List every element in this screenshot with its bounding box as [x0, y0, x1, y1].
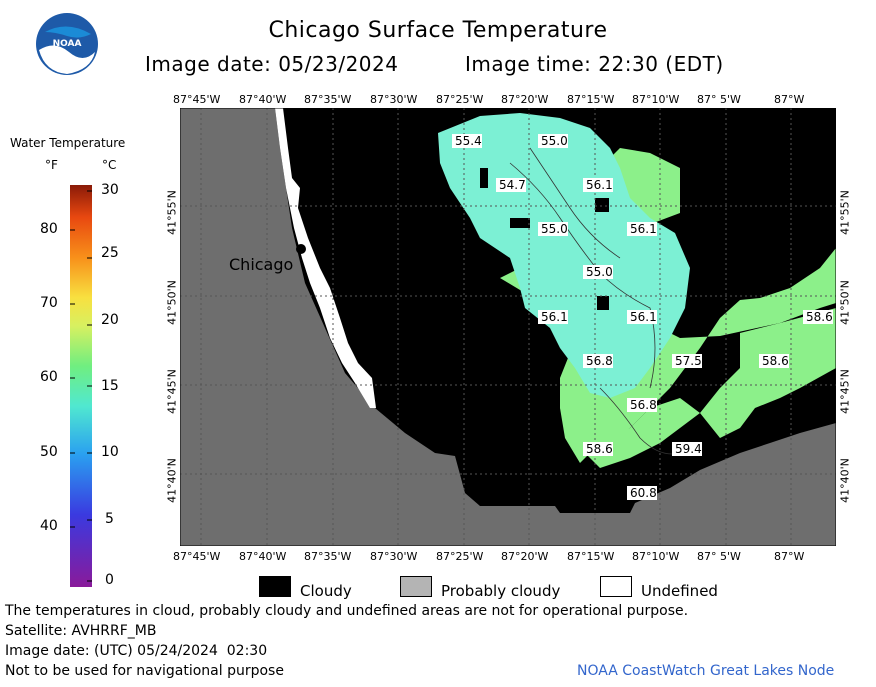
temp-label: 55.4: [455, 134, 482, 148]
lon-top-label: 87°30'W: [370, 93, 418, 106]
temp-label: 60.8: [630, 486, 657, 500]
c-tick-0: 0: [105, 572, 114, 588]
utc-date: Image date: (UTC) 05/24/2024 02:30: [5, 643, 268, 659]
c-tick-10: 10: [101, 444, 119, 460]
lon-top-label: 87° 5'W: [697, 93, 741, 106]
lon-top-label: 87°W: [774, 93, 805, 106]
logo-text: NOAA: [53, 39, 82, 49]
lat-right-label: 41°55'N: [838, 190, 852, 235]
f-tick-80: 80: [40, 221, 58, 237]
lat-left-label: 41°45'N: [165, 369, 179, 414]
lon-top-label: 87°20'W: [501, 93, 549, 106]
undefined-strip: [275, 108, 376, 408]
graticule: [180, 108, 836, 546]
lon-bottom-label: 87°W: [774, 550, 805, 563]
lon-top-label: 87°10'W: [632, 93, 680, 106]
f-tick-50: 50: [40, 444, 58, 460]
lat-left-label: 41°40'N: [165, 458, 179, 503]
lon-top-label: 87°15'W: [567, 93, 615, 106]
lon-bottom-label: 87°30'W: [370, 550, 418, 563]
lon-top-label: 87°40'W: [239, 93, 287, 106]
c-tick-5: 5: [105, 511, 114, 527]
lon-top-label: 87°45'W: [173, 93, 221, 106]
temp-label: 58.6: [806, 310, 833, 324]
temp-label: 56.8: [586, 354, 613, 368]
color-scale-bar: [70, 185, 92, 587]
warm-water: [500, 148, 836, 463]
f-tick-70: 70: [40, 295, 58, 311]
temp-label: 56.1: [541, 310, 568, 324]
lat-left-label: 41°55'N: [165, 190, 179, 235]
lon-bottom-label: 87°45'W: [173, 550, 221, 563]
f-tick-60: 60: [40, 369, 58, 385]
lon-bottom-label: 87°40'W: [239, 550, 287, 563]
land-area: [180, 108, 836, 546]
c-tick-20: 20: [101, 312, 119, 328]
image-date: Image date: 05/23/2024: [145, 52, 399, 76]
temp-label: 57.5: [675, 354, 702, 368]
cloud-block: [510, 218, 530, 228]
lon-bottom-label: 87°15'W: [567, 550, 615, 563]
lon-bottom-label: 87°20'W: [501, 550, 549, 563]
page-title: Chicago Surface Temperature: [268, 18, 608, 43]
lat-right-label: 41°40'N: [838, 458, 852, 503]
c-tick-15: 15: [101, 378, 119, 394]
lon-bottom-label: 87° 5'W: [697, 550, 741, 563]
temp-label: 58.6: [762, 354, 789, 368]
navigation-warning: Not to be used for navigational purpose: [5, 663, 284, 679]
lon-bottom-label: 87°35'W: [304, 550, 352, 563]
lat-right-label: 41°50'N: [838, 280, 852, 325]
lon-top-label: 87°25'W: [436, 93, 484, 106]
noaa-logo: NOAA: [35, 12, 99, 76]
temp-label: 56.1: [630, 310, 657, 324]
lat-right-label: 41°45'N: [838, 369, 852, 414]
f-tick-40: 40: [40, 518, 58, 534]
unit-fahrenheit: °F: [45, 158, 58, 172]
probably-cloudy-swatch: [400, 576, 432, 597]
cloud-block: [480, 168, 488, 188]
temperature-map[interactable]: Chicago 55.4 55.0 54.7 56.1 55.0 56.1 55…: [179, 107, 837, 547]
undefined-label: Undefined: [641, 582, 718, 600]
legend-title: Water Temperature: [10, 136, 126, 150]
credit-link[interactable]: NOAA CoastWatch Great Lakes Node: [577, 663, 835, 679]
satellite-info: Satellite: AVHRRF_MB: [5, 623, 157, 639]
image-time: Image time: 22:30 (EDT): [465, 52, 724, 76]
temp-label: 56.1: [586, 178, 613, 192]
c-tick-30: 30: [101, 182, 119, 198]
temp-label: 54.7: [499, 178, 526, 192]
temp-label: 56.8: [630, 398, 657, 412]
probably-cloudy-label: Probably cloudy: [441, 582, 561, 600]
cloud-block: [595, 198, 609, 212]
temp-label: 58.6: [586, 442, 613, 456]
lon-bottom-label: 87°10'W: [632, 550, 680, 563]
city-label: Chicago: [229, 255, 293, 274]
undefined-swatch: [600, 576, 632, 597]
temp-label: 56.1: [630, 222, 657, 236]
warm-water-east: [700, 308, 836, 438]
cloudy-swatch: [259, 576, 291, 597]
temp-label: 59.4: [675, 442, 702, 456]
temp-label: 55.0: [586, 265, 613, 279]
temp-label: 55.0: [541, 222, 568, 236]
temperature-labels: 55.4 55.0 54.7 56.1 55.0 56.1 55.0 56.1 …: [452, 134, 833, 500]
lon-bottom-label: 87°25'W: [436, 550, 484, 563]
cloudy-label: Cloudy: [300, 582, 352, 600]
unit-celsius: °C: [102, 158, 117, 172]
c-tick-25: 25: [101, 245, 119, 261]
disclaimer-note: The temperatures in cloud, probably clou…: [5, 603, 689, 619]
chicago-marker[interactable]: [296, 244, 306, 254]
lon-top-label: 87°35'W: [304, 93, 352, 106]
lat-left-label: 41°50'N: [165, 280, 179, 325]
cloud-block: [597, 296, 609, 310]
temp-label: 55.0: [541, 134, 568, 148]
